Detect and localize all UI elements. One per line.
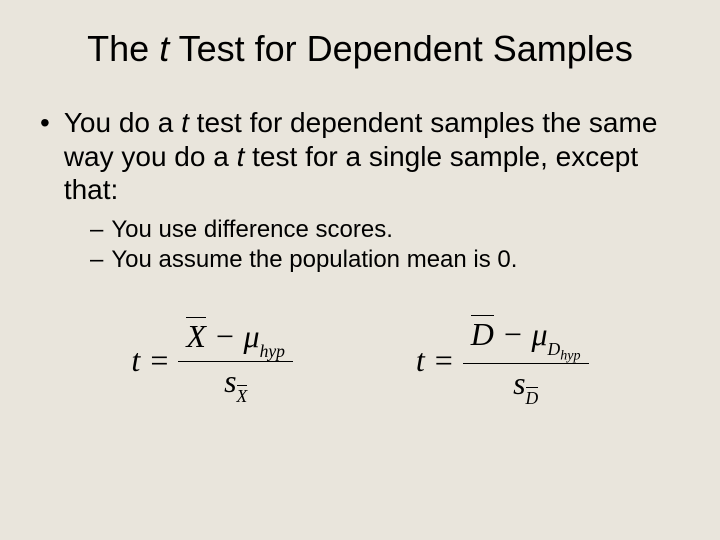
mu: μ: [244, 318, 260, 354]
dash-marker: –: [90, 215, 103, 245]
mu-sub-hyp: hyp: [260, 341, 285, 361]
formula-dependent: t = D − μDhyp sD: [416, 313, 589, 408]
dash-marker: –: [90, 245, 103, 275]
s: s: [224, 363, 236, 399]
mu: μ: [531, 316, 547, 352]
seg1: You do a: [64, 107, 181, 138]
title-italic: t: [159, 28, 169, 69]
sub-bullet-text: You assume the population mean is 0.: [111, 245, 517, 275]
sub-bullet-text: You use difference scores.: [111, 215, 393, 245]
denominator: sX: [216, 362, 255, 406]
formulas-row: t = X − μhyp sX t = D − μDhyp sD: [40, 313, 680, 408]
sub-bullet: – You assume the population mean is 0.: [90, 245, 680, 275]
x-bar: X: [186, 317, 206, 354]
s: s: [513, 365, 525, 401]
lhs-t: t: [416, 342, 425, 379]
d-bar: D: [471, 315, 494, 352]
numerator: D − μDhyp: [463, 313, 589, 363]
fraction: D − μDhyp sD: [463, 313, 589, 408]
sub-bullet: – You use difference scores.: [90, 215, 680, 245]
sub-bullet-list: – You use difference scores. – You assum…: [90, 215, 680, 275]
slide-title: The t Test for Dependent Samples: [40, 28, 680, 70]
mu-sub-main: D: [548, 339, 561, 359]
x-bar-sub: X: [237, 385, 248, 406]
denominator: sD: [505, 364, 546, 408]
title-prefix: The: [87, 28, 159, 69]
equals-sign: =: [150, 342, 168, 379]
mu-sub-D: Dhyp: [548, 339, 581, 359]
numerator: X − μhyp: [178, 315, 293, 361]
s-sub: X: [237, 386, 248, 406]
s-sub: D: [526, 388, 539, 408]
formula-one-sample: t = X − μhyp sX: [131, 315, 293, 405]
main-bullet-text: You do a t test for dependent samples th…: [64, 106, 680, 207]
main-bullet: • You do a t test for dependent samples …: [40, 106, 680, 207]
fraction: X − μhyp sX: [178, 315, 293, 405]
minus: −: [494, 316, 532, 352]
lhs-t: t: [131, 342, 140, 379]
d-bar-sub: D: [526, 387, 539, 408]
title-suffix: Test for Dependent Samples: [169, 28, 633, 69]
minus: −: [206, 318, 244, 354]
italic1: t: [181, 107, 189, 138]
bullet-marker: •: [40, 106, 50, 207]
equals-sign: =: [435, 342, 453, 379]
mu-sub-sub: hyp: [560, 347, 580, 363]
